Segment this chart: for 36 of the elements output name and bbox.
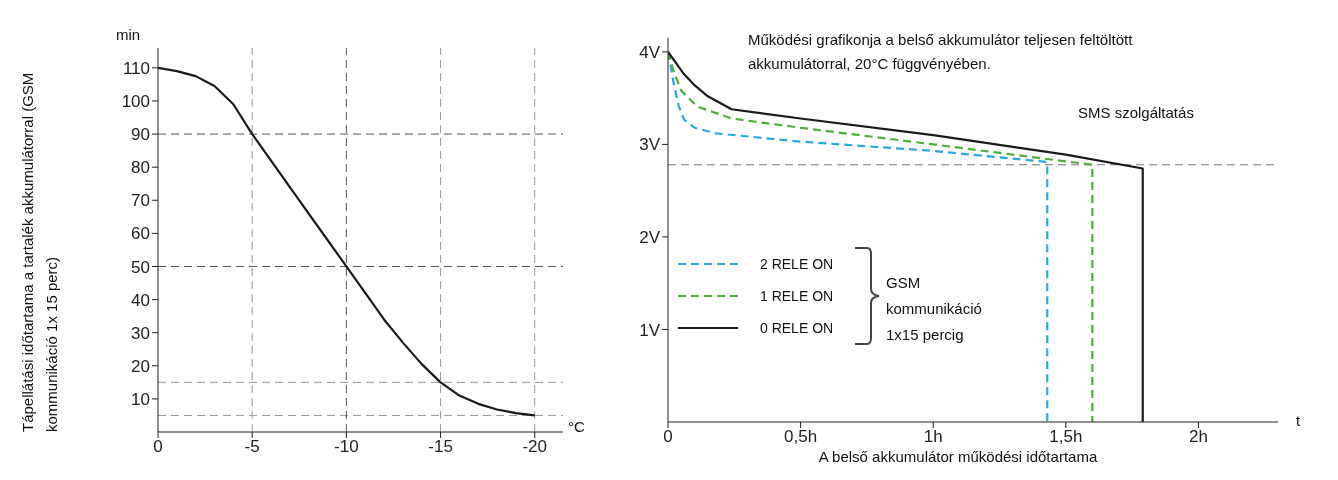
y-tick-label: 50 xyxy=(131,257,150,277)
y-tick-label: 40 xyxy=(131,290,150,310)
x-tick-label: 0 xyxy=(663,427,673,447)
annotation: GSM kommunikáció 1x15 percig xyxy=(886,273,983,345)
annotation: SMS szolgáltatás xyxy=(1078,103,1194,123)
y-tick-label: 100 xyxy=(121,92,150,111)
y-tick-label: 4V xyxy=(639,42,661,62)
y-tick-label: 1V xyxy=(639,320,661,340)
x-tick-label: 1,5h xyxy=(1049,427,1083,447)
y-tick-label: 20 xyxy=(131,356,150,376)
x-tick-label: -10 xyxy=(334,437,359,457)
x-tick-label: 0,5h xyxy=(784,427,818,447)
text: t xyxy=(1296,411,1301,431)
legend-label: 0 RELE ON xyxy=(760,320,834,336)
text: min xyxy=(116,25,141,45)
x-axis-title: A belső akkumulátor működési időtartama xyxy=(817,448,1099,465)
x-tick-label: -15 xyxy=(428,437,453,457)
chart-title: Működési grafikonja a belső akkumulátor teljesen feltöltött akkumulátorral, 20°C függvényében. xyxy=(748,30,1134,74)
y-tick-label: 30 xyxy=(131,323,150,343)
y-tick-label: 70 xyxy=(131,191,150,211)
x-tick-label: -20 xyxy=(522,437,548,457)
y-tick-label: 3V xyxy=(639,135,661,155)
y-axis-title: Tápellátási időtartama a tartalék akkumulátorral (GSM kommunikáció 1x 15 perc) xyxy=(18,71,61,432)
y-tick-label: 2V xyxy=(639,227,661,247)
legend-label: 1 RELE ON xyxy=(760,288,834,304)
y-tick-label: 60 xyxy=(131,224,150,244)
legend-label: 2 RELE ON xyxy=(760,256,834,272)
x-tick-label: 0 xyxy=(153,437,163,457)
x-tick-label: 1h xyxy=(923,427,943,447)
y-tick-label: 10 xyxy=(131,389,150,409)
y-tick-label: 90 xyxy=(131,125,150,145)
x-tick-label: -5 xyxy=(244,437,260,457)
x-axis-title: °C xyxy=(568,418,585,435)
x-tick-label: 2h xyxy=(1188,427,1208,447)
y-tick-label: 80 xyxy=(131,158,150,178)
y-tick-label: 110 xyxy=(122,58,150,78)
